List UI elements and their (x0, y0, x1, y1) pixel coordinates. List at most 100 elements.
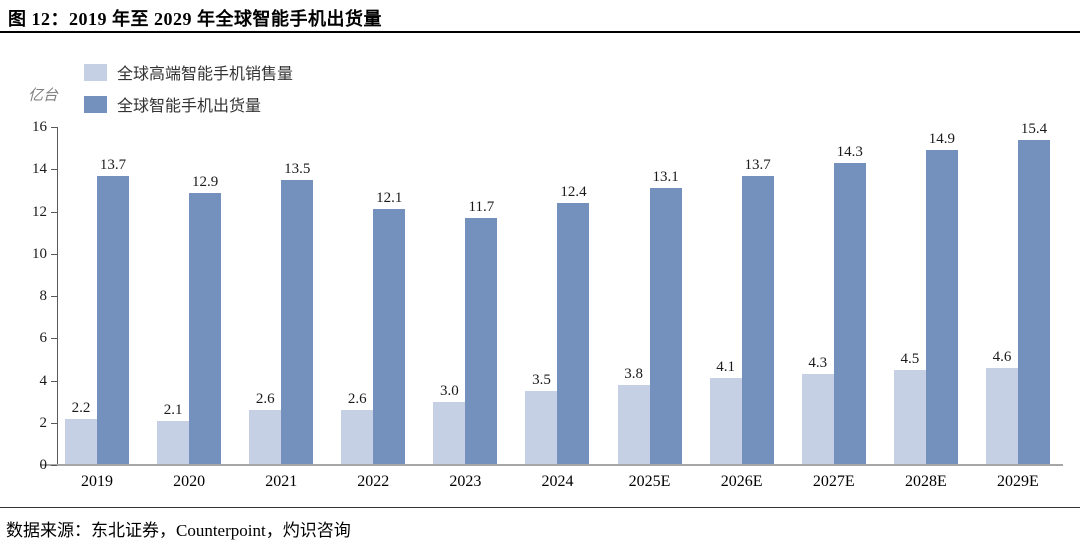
bar: 15.4 (1017, 121, 1050, 465)
legend-item: 全球高端智能手机销售量 (84, 60, 293, 84)
bar-value-label: 4.6 (992, 348, 1012, 365)
bar-value-label: 13.5 (284, 160, 311, 177)
bar: 12.9 (189, 174, 222, 465)
y-tick-label: 2 (39, 414, 48, 431)
bar-group: 2.2 13.7 2019 (65, 127, 129, 490)
bar: 12.1 (373, 191, 406, 465)
y-axis-unit-label: 亿台 (28, 88, 59, 104)
bar-group: 3.8 13.1 2025E (617, 127, 682, 490)
chart-legend: 全球高端智能手机销售量 全球智能手机出货量 (84, 60, 293, 124)
bar-group: 4.3 14.3 2027E (801, 127, 866, 490)
bar-value-label: 3.8 (624, 365, 643, 382)
bar: 14.3 (833, 144, 866, 465)
figure-title: 图 12：2019 年至 2029 年全球智能手机出货量 (8, 9, 382, 29)
legend-swatch (84, 95, 107, 113)
x-category-label: 2026E (720, 473, 763, 490)
source-note: 数据来源：东北证券，Counterpoint，灼识咨询 (6, 521, 351, 540)
bar-group: 2.1 12.9 2020 (157, 127, 222, 490)
bar: 13.7 (741, 157, 774, 465)
bar-value-label: 12.9 (191, 173, 219, 190)
x-category-label: 2021 (265, 473, 298, 490)
bar: 4.3 (801, 356, 834, 465)
y-tick-mark (51, 211, 57, 213)
bar: 3.0 (433, 383, 466, 465)
x-category-label: 2022 (357, 473, 390, 490)
bar: 12.4 (557, 185, 590, 465)
x-axis-line (40, 464, 1063, 466)
legend-item: 全球智能手机出货量 (84, 92, 293, 116)
y-tick-mark (51, 127, 57, 128)
y-tick-mark (51, 338, 57, 340)
bar: 4.5 (893, 351, 926, 465)
x-category-label: 2020 (173, 473, 206, 490)
bar-value-label: 11.7 (468, 198, 495, 215)
x-category-label: 2023 (449, 473, 482, 490)
y-tick-label: 6 (39, 330, 48, 347)
bar-value-label: 2.1 (163, 401, 183, 418)
bar-group: 4.1 13.7 2026E (709, 127, 774, 490)
bar-value-label: 2.2 (71, 399, 91, 416)
plot-area: 2.2 13.7 2019 2.1 12.9 2020 2.6 13.5 2021 2.6 12.1… (32, 120, 1063, 490)
bar: 4.6 (985, 349, 1018, 465)
y-tick-label: 8 (39, 288, 48, 304)
bar: 11.7 (465, 199, 498, 465)
y-tick-label: 0 (39, 457, 48, 473)
bar-value-label: 4.3 (808, 355, 828, 372)
legend-swatch (84, 63, 107, 81)
bar: 2.6 (341, 392, 374, 465)
bar: 3.8 (617, 366, 650, 465)
bar-value-label: 4.5 (900, 350, 920, 367)
bar-group: 4.6 15.4 2029E (985, 121, 1050, 490)
bar-value-label: 12.1 (376, 190, 403, 207)
y-tick-mark (51, 465, 57, 466)
bar-value-label: 2.6 (347, 391, 367, 408)
y-tick-label: 14 (32, 161, 47, 178)
bar-group: 3.0 11.7 2023 (433, 127, 498, 490)
bar-group: 3.5 12.4 2024 (525, 127, 590, 490)
y-tick-mark (51, 422, 57, 424)
bar-value-label: 14.3 (836, 143, 863, 160)
bar-value-label: 2.6 (255, 391, 275, 408)
bar-value-label: 4.1 (716, 359, 736, 376)
bar-value-label: 13.7 (99, 156, 127, 173)
bar-value-label: 3.0 (440, 382, 459, 399)
bar-value-label: 3.5 (532, 372, 551, 389)
y-tick-label: 12 (32, 203, 47, 220)
bar-group: 2.6 12.1 2022 (341, 127, 406, 490)
bar-value-label: 13.7 (744, 156, 771, 173)
bar: 3.5 (525, 373, 558, 465)
bar-value-label: 12.4 (560, 184, 587, 201)
bar-group: 2.6 13.5 2021 (249, 127, 314, 490)
bar: 13.1 (649, 170, 682, 465)
bar-group: 4.5 14.9 2028E (893, 127, 958, 490)
x-category-label: 2019 (81, 473, 113, 490)
bar: 2.1 (157, 402, 190, 465)
x-category-label: 2029E (997, 473, 1039, 490)
x-category-label: 2027E (812, 473, 855, 490)
bar-groups: 2.2 13.7 2019 2.1 12.9 2020 2.6 13.5 2021 2.6 12.1… (58, 121, 1063, 490)
y-tick-mark (51, 253, 57, 255)
x-category-label: 2025E (628, 473, 671, 490)
bar: 13.7 (97, 157, 129, 465)
bar: 13.5 (281, 161, 314, 465)
bar: 2.6 (249, 392, 282, 465)
y-tick-label: 16 (32, 119, 47, 135)
bar-value-label: 13.1 (652, 169, 679, 186)
bar: 14.9 (925, 132, 958, 465)
x-category-label: 2028E (904, 473, 947, 490)
title-divider (0, 31, 1080, 33)
bar-value-label: 15.4 (1020, 120, 1048, 137)
y-tick-mark (51, 380, 57, 382)
legend-label: 全球高端智能手机销售量 (117, 66, 294, 83)
y-tick-label: 4 (39, 372, 48, 389)
legend-label: 全球智能手机出货量 (117, 98, 262, 115)
x-category-label: 2024 (541, 473, 574, 490)
y-tick-label: 10 (32, 245, 47, 262)
bar-value-label: 14.9 (928, 131, 955, 148)
bar: 4.1 (709, 360, 742, 465)
bar: 2.2 (65, 400, 97, 465)
y-tick-mark (51, 296, 57, 297)
y-tick-mark (51, 169, 57, 171)
footer-divider (0, 507, 1080, 508)
